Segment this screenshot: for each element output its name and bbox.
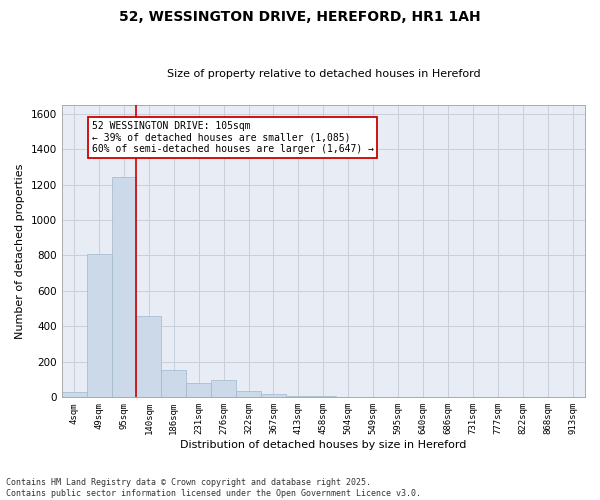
- Bar: [62, 392, 86, 398]
- Title: Size of property relative to detached houses in Hereford: Size of property relative to detached ho…: [167, 69, 480, 79]
- Bar: [112, 178, 136, 398]
- Bar: [261, 394, 286, 398]
- Bar: [236, 391, 261, 398]
- Bar: [211, 380, 236, 398]
- X-axis label: Distribution of detached houses by size in Hereford: Distribution of detached houses by size …: [180, 440, 467, 450]
- Y-axis label: Number of detached properties: Number of detached properties: [15, 164, 25, 338]
- Bar: [311, 396, 336, 398]
- Bar: [161, 370, 186, 398]
- Text: 52, WESSINGTON DRIVE, HEREFORD, HR1 1AH: 52, WESSINGTON DRIVE, HEREFORD, HR1 1AH: [119, 10, 481, 24]
- Bar: [286, 396, 311, 398]
- Bar: [186, 383, 211, 398]
- Text: 52 WESSINGTON DRIVE: 105sqm
← 39% of detached houses are smaller (1,085)
60% of : 52 WESSINGTON DRIVE: 105sqm ← 39% of det…: [92, 120, 374, 154]
- Bar: [136, 316, 161, 398]
- Text: Contains HM Land Registry data © Crown copyright and database right 2025.
Contai: Contains HM Land Registry data © Crown c…: [6, 478, 421, 498]
- Bar: [86, 254, 112, 398]
